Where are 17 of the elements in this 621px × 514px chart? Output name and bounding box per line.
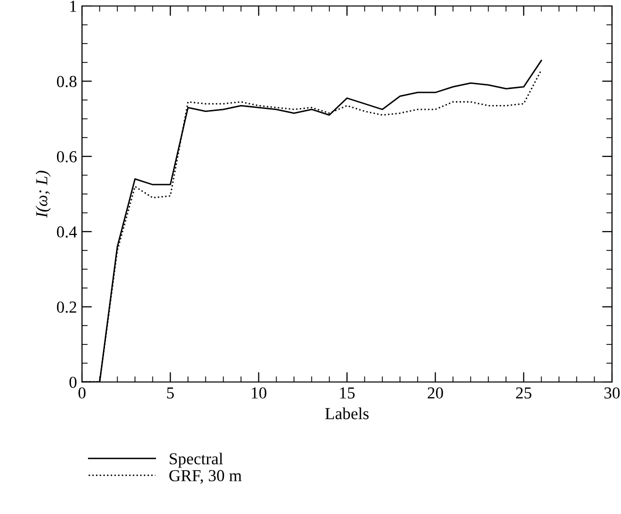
y-tick-label: 0.8 [56, 76, 77, 88]
x-axis-title: Labels [325, 408, 369, 420]
y-tick-label: 1 [70, 0, 76, 12]
x-tick-label: 0 [78, 387, 86, 399]
x-tick-label: 20 [428, 387, 444, 399]
x-tick-label: 10 [252, 387, 266, 399]
x-tick-label: 15 [340, 387, 355, 399]
x-tick-label: 30 [604, 387, 620, 399]
y-tick-label: 0.4 [56, 226, 77, 238]
x-tick-label: 25 [516, 387, 532, 399]
legend-label: Spectral [170, 452, 223, 468]
y-tick-label: 0 [69, 376, 77, 388]
y-tick-label: 0.6 [56, 151, 77, 162]
y-tick-label: 0.2 [56, 302, 76, 313]
y-axis-title: I(ω; L) [36, 170, 51, 218]
legend-label: GRF, 30 m [169, 470, 242, 484]
x-tick-label: 5 [167, 388, 174, 399]
